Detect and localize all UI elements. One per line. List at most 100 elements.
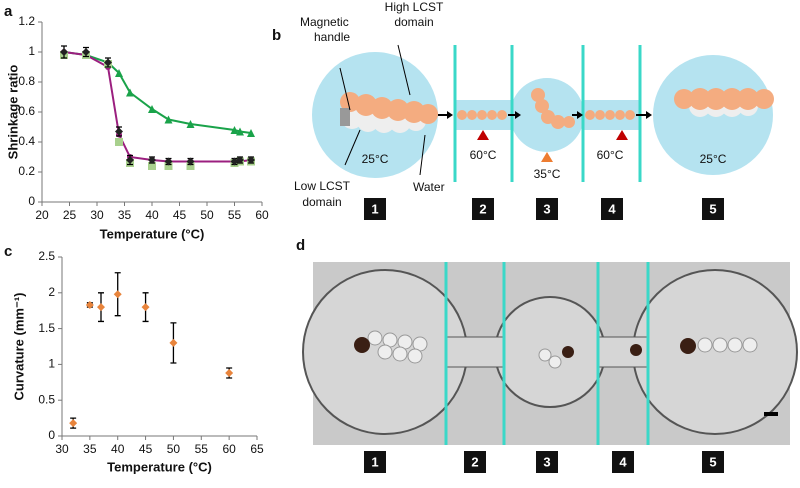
step-number: 4 — [608, 201, 616, 216]
step-box — [464, 451, 486, 473]
marker — [164, 115, 173, 124]
step-box — [702, 451, 724, 473]
marker — [60, 48, 68, 56]
marker — [148, 156, 156, 164]
marker — [247, 156, 255, 164]
marker — [148, 162, 156, 170]
step-number: 2 — [479, 201, 486, 216]
marker — [236, 156, 244, 164]
x-tick-label: 40 — [111, 442, 125, 456]
panel-label: a — [4, 3, 13, 20]
step-number: 5 — [709, 201, 716, 216]
x-axis-title: Temperature (°C) — [100, 226, 205, 241]
leader — [419, 134, 426, 176]
y-tick-label: 2.5 — [38, 249, 55, 263]
x-tick-label: 45 — [173, 208, 187, 222]
y-tick-label: 1.2 — [18, 14, 35, 28]
marker — [115, 69, 123, 77]
y-tick-label: 0.4 — [18, 134, 35, 148]
step-box — [536, 198, 558, 220]
series-line — [63, 51, 252, 163]
channel-walls — [453, 45, 642, 182]
callout: Magnetic — [300, 15, 349, 29]
step-number: 1 — [371, 454, 378, 469]
x-tick-label: 45 — [139, 442, 153, 456]
y-tick-label: 0 — [48, 428, 55, 442]
leader — [344, 129, 361, 166]
marker — [104, 58, 112, 67]
leader — [339, 67, 351, 111]
step-box — [536, 451, 558, 473]
x-tick-label: 60 — [255, 208, 269, 222]
step-number: 3 — [543, 201, 550, 216]
temperature: 25°C — [362, 152, 389, 166]
marker — [230, 126, 239, 134]
step-number: 1 — [371, 201, 378, 216]
x-tick-label: 20 — [35, 208, 49, 222]
x-tick-label: 35 — [83, 442, 97, 456]
x-tick-label: 65 — [250, 442, 264, 456]
callout: domain — [394, 15, 433, 29]
magnetic-handle — [340, 108, 350, 126]
y-axis-title: Shrinkage ratio — [5, 65, 20, 160]
y-tick-label: 0.8 — [18, 74, 35, 88]
marker — [82, 48, 90, 56]
temperature: 25°C — [700, 152, 727, 166]
series-line — [63, 51, 252, 134]
y-tick-label: 1.5 — [38, 321, 55, 335]
x-tick-label: 50 — [167, 442, 181, 456]
marker — [169, 338, 178, 347]
marker — [85, 300, 94, 309]
y-tick-label: 2 — [48, 285, 55, 299]
marker — [69, 419, 78, 428]
temperature: 35°C — [534, 167, 561, 181]
y-tick-label: 0.6 — [18, 104, 35, 118]
step-number: 4 — [619, 454, 627, 469]
marker — [113, 290, 122, 299]
x-tick-label: 40 — [145, 208, 159, 222]
marker — [126, 88, 134, 97]
marker — [225, 368, 234, 377]
marker — [186, 157, 195, 166]
panel-label: b — [272, 27, 281, 44]
marker — [115, 138, 123, 146]
x-tick-label: 25 — [63, 208, 77, 222]
x-tick-label: 50 — [200, 208, 214, 222]
marker — [186, 120, 195, 128]
y-tick-label: 1 — [48, 357, 55, 371]
y-tick-label: 0.5 — [38, 392, 55, 406]
marker — [164, 157, 173, 166]
step-box — [364, 198, 386, 220]
step-box — [472, 198, 494, 220]
marker — [164, 162, 173, 170]
callout: Water — [413, 180, 445, 194]
step-number: 2 — [471, 454, 478, 469]
marker — [97, 303, 105, 312]
leader — [397, 44, 411, 96]
y-tick-label: 1 — [28, 44, 35, 58]
photo — [302, 262, 798, 445]
step-number: 3 — [543, 454, 550, 469]
temperature: 60°C — [597, 148, 624, 162]
callout: handle — [314, 30, 350, 44]
marker — [141, 303, 150, 312]
marker — [186, 162, 195, 170]
marker — [236, 127, 244, 136]
callout: domain — [302, 195, 341, 209]
x-tick-label: 55 — [228, 208, 242, 222]
y-axis-title: Curvature (mm⁻¹) — [11, 293, 26, 401]
x-tick-label: 35 — [118, 208, 132, 222]
panel-label: c — [4, 243, 12, 260]
y-tick-label: 0 — [28, 194, 35, 208]
callout: High LCST — [385, 0, 444, 14]
x-tick-label: 60 — [222, 442, 236, 456]
step-box — [601, 198, 623, 220]
panel-label: d — [296, 237, 305, 254]
step-number: 5 — [709, 454, 716, 469]
step-box — [364, 451, 386, 473]
callout: Low LCST — [294, 179, 351, 193]
y-tick-label: 0.2 — [18, 164, 35, 178]
temperature: 60°C — [470, 148, 497, 162]
